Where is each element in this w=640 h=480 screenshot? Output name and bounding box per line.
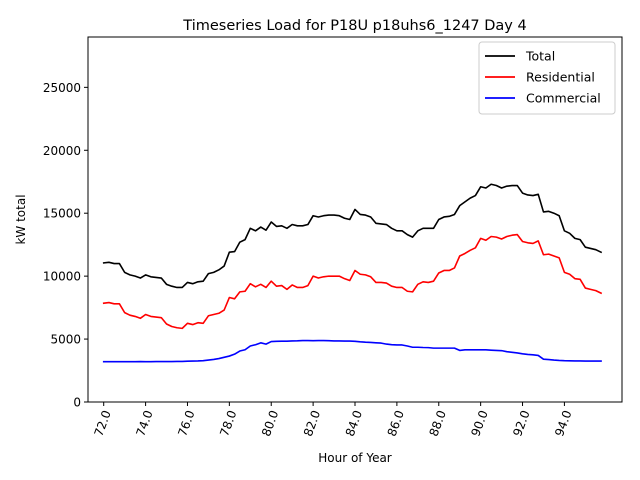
series-line-commercial: [102, 339, 602, 363]
y-axis-label: kW total: [14, 194, 28, 244]
chart-title: Timeseries Load for P18U p18uhs6_1247 Da…: [182, 18, 526, 34]
legend-frame: [478, 41, 616, 115]
legend-label-residential: Residential: [526, 70, 595, 85]
legend-label-total: Total: [525, 49, 555, 64]
legend-label-commercial: Commercial: [526, 91, 601, 106]
y-axis: 0 5000 10000 15000 20000 25000: [43, 81, 88, 410]
y-tick-label: 5000: [50, 333, 81, 347]
series-line-total: [102, 183, 603, 289]
legend: Total Residential Commercial: [478, 41, 616, 115]
y-tick-label: 10000: [43, 270, 81, 284]
y-tick-label: 25000: [43, 81, 81, 95]
series-layer: [102, 183, 603, 363]
series-line-residential: [102, 233, 603, 330]
y-tick-label: 15000: [43, 207, 81, 221]
y-tick-label: 0: [73, 396, 81, 410]
y-tick-label: 20000: [43, 144, 81, 158]
legend-items: Total Residential Commercial: [485, 49, 601, 106]
x-axis-label: Hour of Year: [318, 451, 392, 465]
